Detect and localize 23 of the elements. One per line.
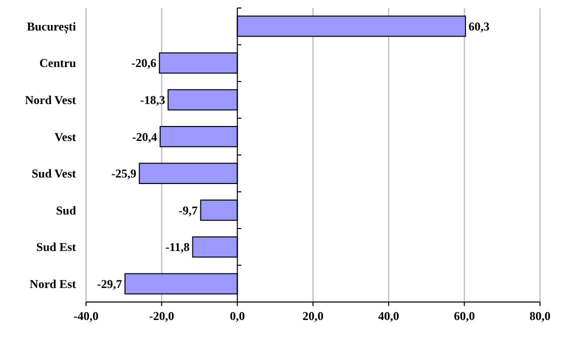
x-tick-label: 0,0 bbox=[230, 309, 245, 323]
y-tick-label: Centru bbox=[39, 56, 76, 70]
data-label: -29,7 bbox=[96, 276, 122, 291]
x-tick-label: -40,0 bbox=[74, 309, 98, 323]
data-label: -18,3 bbox=[140, 93, 166, 108]
y-tick-label: Sud Est bbox=[36, 240, 76, 254]
data-label: -25,9 bbox=[111, 166, 136, 181]
x-tick-label: -20,0 bbox=[149, 309, 174, 323]
x-tick-label: 20,0 bbox=[302, 309, 324, 323]
y-tick-label: Nord Vest bbox=[24, 93, 76, 108]
y-tick-label: Sud Vest bbox=[32, 166, 76, 181]
y-tick-label: Sud bbox=[56, 203, 76, 218]
data-label: 60,3 bbox=[468, 19, 490, 34]
x-tick-label: 60,0 bbox=[454, 309, 475, 323]
data-label: -11,8 bbox=[165, 240, 190, 254]
data-label: -20,4 bbox=[132, 130, 158, 144]
data-label: -9,7 bbox=[178, 203, 198, 218]
x-tick-label: 40,0 bbox=[378, 309, 400, 323]
y-tick-label: București bbox=[26, 19, 77, 34]
y-tick-label: Vest bbox=[54, 130, 76, 144]
data-label: -20,6 bbox=[131, 56, 156, 70]
x-tick-label: 80,0 bbox=[530, 309, 550, 323]
y-tick-label: Nord Est bbox=[30, 276, 76, 291]
